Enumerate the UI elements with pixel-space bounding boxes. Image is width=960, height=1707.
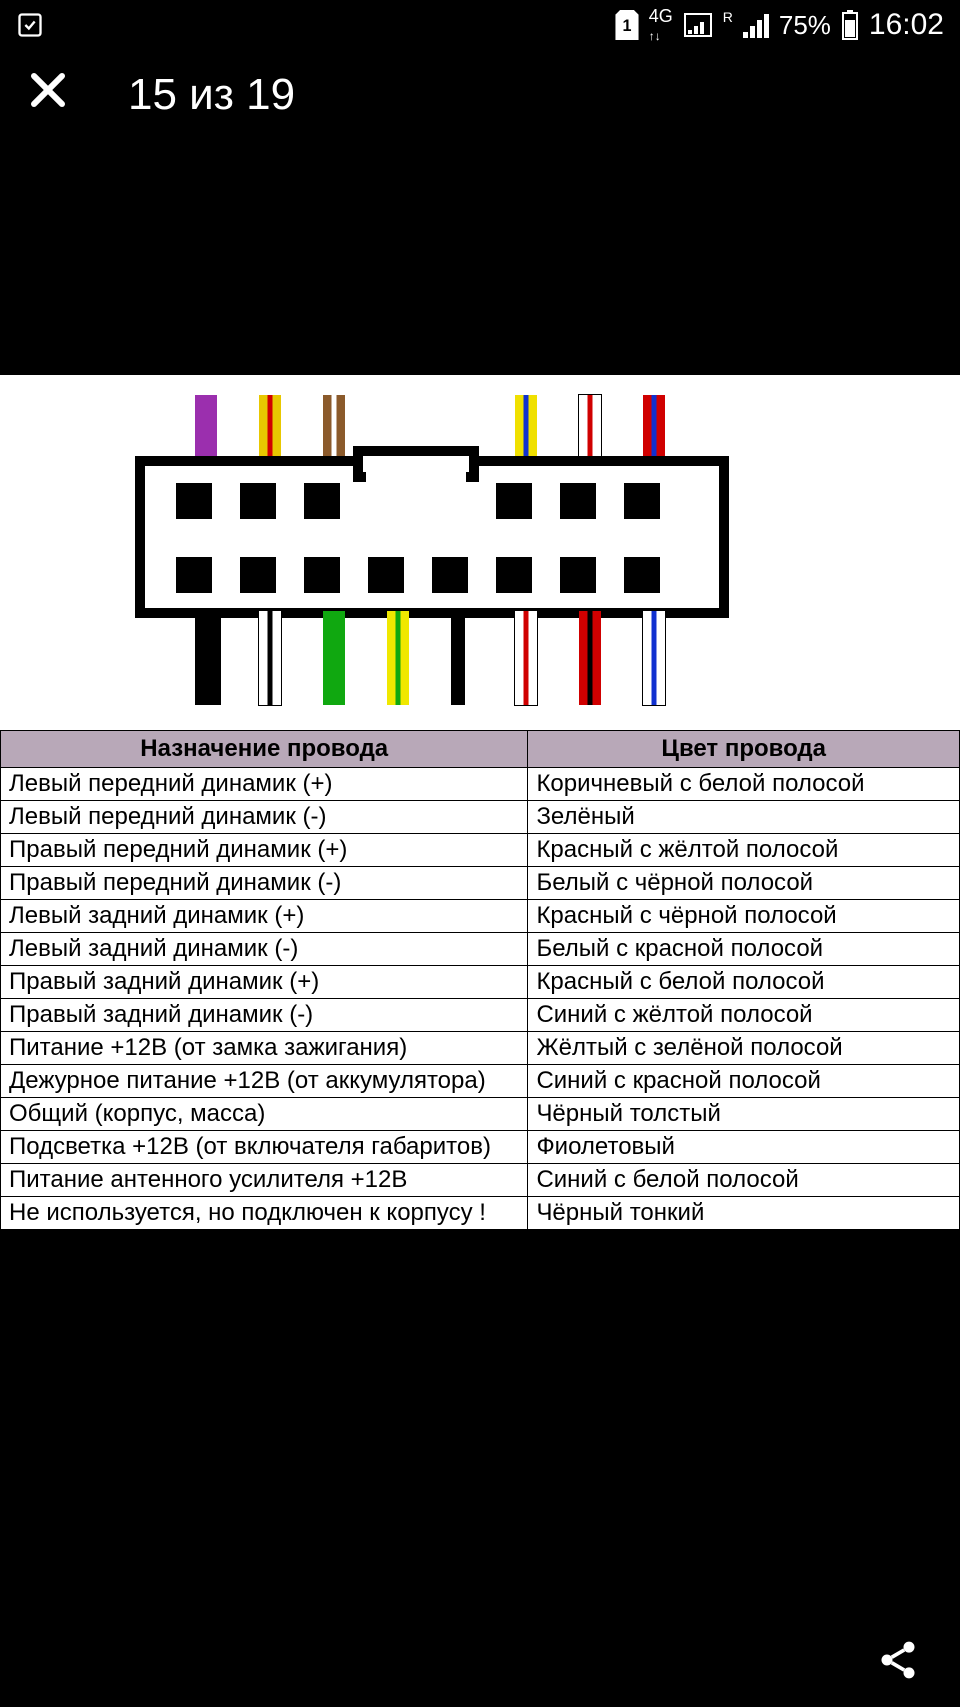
table-cell: Красный с белой полосой bbox=[528, 966, 960, 999]
battery-pct: 75% bbox=[779, 10, 831, 41]
table-cell: Питание антенного усилителя +12В bbox=[1, 1164, 528, 1197]
signal-icon bbox=[683, 12, 713, 38]
table-cell: Левый передний динамик (-) bbox=[1, 801, 528, 834]
table-cell: Красный с чёрной полосой bbox=[528, 900, 960, 933]
table-row: Правый передний динамик (+)Красный с жёл… bbox=[1, 834, 960, 867]
status-left bbox=[16, 11, 44, 39]
table-row: Правый задний динамик (+)Красный с белой… bbox=[1, 966, 960, 999]
table-row: Правый задний динамик (-)Синий с жёлтой … bbox=[1, 999, 960, 1032]
wire bbox=[643, 611, 665, 705]
table-cell: Чёрный тонкий bbox=[528, 1197, 960, 1230]
table-header: Назначение провода bbox=[1, 731, 528, 768]
status-right: 1 4G↑↓ R 75% 16:02 bbox=[615, 7, 944, 43]
table-row: Не используется, но подключен к корпусу … bbox=[1, 1197, 960, 1230]
table-cell: Синий с красной полосой bbox=[528, 1065, 960, 1098]
close-icon[interactable] bbox=[28, 70, 68, 121]
table-row: Левый передний динамик (-)Зелёный bbox=[1, 801, 960, 834]
wire bbox=[323, 611, 345, 705]
sim-icon: 1 bbox=[615, 10, 639, 40]
wire bbox=[579, 611, 601, 705]
status-bar: 1 4G↑↓ R 75% 16:02 bbox=[0, 0, 960, 50]
table-cell: Коричневый с белой полосой bbox=[528, 768, 960, 801]
table-header: Цвет провода bbox=[528, 731, 960, 768]
table-cell: Правый задний динамик (+) bbox=[1, 966, 528, 999]
table-cell: Общий (корпус, масса) bbox=[1, 1098, 528, 1131]
wire bbox=[515, 611, 537, 705]
table-row: Левый задний динамик (-)Белый с красной … bbox=[1, 933, 960, 966]
table-row: Общий (корпус, масса)Чёрный толстый bbox=[1, 1098, 960, 1131]
wire-table: Назначение проводаЦвет провода Левый пер… bbox=[0, 730, 960, 1230]
table-cell: Правый задний динамик (-) bbox=[1, 999, 528, 1032]
table-cell: Жёлтый с зелёной полосой bbox=[528, 1032, 960, 1065]
table-cell: Питание +12В (от замка зажигания) bbox=[1, 1032, 528, 1065]
table-cell: Чёрный толстый bbox=[528, 1098, 960, 1131]
table-row: Питание +12В (от замка зажигания)Жёлтый … bbox=[1, 1032, 960, 1065]
table-row: Правый передний динамик (-)Белый с чёрно… bbox=[1, 867, 960, 900]
table-cell: Синий с белой полосой bbox=[528, 1164, 960, 1197]
signal2-icon bbox=[743, 12, 769, 38]
table-row: Подсветка +12В (от включателя габаритов)… bbox=[1, 1131, 960, 1164]
table-cell: Белый с красной полосой bbox=[528, 933, 960, 966]
table-row: Дежурное питание +12В (от аккумулятора)С… bbox=[1, 1065, 960, 1098]
viewer-header: 15 из 19 bbox=[0, 50, 960, 140]
table-cell: Зелёный bbox=[528, 801, 960, 834]
wire bbox=[451, 611, 465, 705]
battery-icon bbox=[841, 10, 859, 40]
connector-outline bbox=[0, 375, 960, 730]
connector-diagram bbox=[0, 375, 960, 730]
table-cell: Правый передний динамик (-) bbox=[1, 867, 528, 900]
table-row: Питание антенного усилителя +12ВСиний с … bbox=[1, 1164, 960, 1197]
network-label: 4G↑↓ bbox=[649, 7, 673, 43]
table-cell: Синий с жёлтой полосой bbox=[528, 999, 960, 1032]
table-cell: Дежурное питание +12В (от аккумулятора) bbox=[1, 1065, 528, 1098]
share-icon[interactable] bbox=[876, 1638, 920, 1687]
image-content[interactable]: Назначение проводаЦвет провода Левый пер… bbox=[0, 375, 960, 1230]
table-cell: Белый с чёрной полосой bbox=[528, 867, 960, 900]
wire bbox=[259, 611, 281, 705]
table-cell: Левый задний динамик (+) bbox=[1, 900, 528, 933]
image-counter: 15 из 19 bbox=[128, 70, 295, 120]
table-cell: Левый задний динамик (-) bbox=[1, 933, 528, 966]
table-cell: Подсветка +12В (от включателя габаритов) bbox=[1, 1131, 528, 1164]
svg-text:1: 1 bbox=[622, 17, 631, 35]
table-row: Левый передний динамик (+)Коричневый с б… bbox=[1, 768, 960, 801]
checkbox-icon bbox=[16, 11, 44, 39]
table-cell: Правый передний динамик (+) bbox=[1, 834, 528, 867]
wire bbox=[387, 611, 409, 705]
table-cell: Левый передний динамик (+) bbox=[1, 768, 528, 801]
table-cell: Красный с жёлтой полосой bbox=[528, 834, 960, 867]
table-cell: Не используется, но подключен к корпусу … bbox=[1, 1197, 528, 1230]
clock: 16:02 bbox=[869, 8, 944, 42]
bottom-bar bbox=[0, 1617, 960, 1707]
table-row: Левый задний динамик (+)Красный с чёрной… bbox=[1, 900, 960, 933]
table-cell: Фиолетовый bbox=[528, 1131, 960, 1164]
wire bbox=[195, 611, 221, 705]
roaming-label: R bbox=[723, 9, 733, 25]
